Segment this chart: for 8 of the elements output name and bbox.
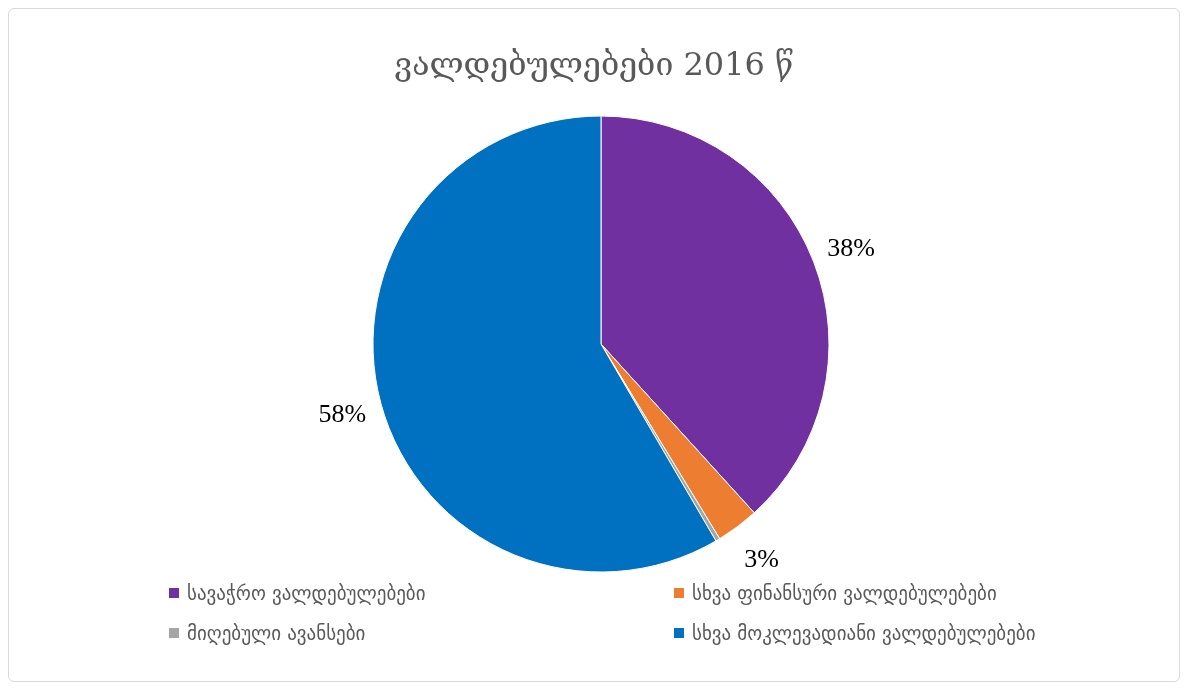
legend-label: მიღებული ავანსები: [187, 622, 366, 644]
legend-label: სავაჭრო ვალდებულებები: [187, 582, 426, 604]
chart-title: ვალდებულებები 2016 წ: [393, 44, 795, 85]
legend-label: სხვა მოკლევადიანი ვალდებულებები: [692, 622, 1036, 644]
data-label: 38%: [827, 232, 875, 262]
data-label: 3%: [744, 544, 779, 574]
legend-label: სხვა ფინანსური ვალდებულებები: [692, 582, 997, 604]
data-label: 58%: [318, 399, 367, 429]
